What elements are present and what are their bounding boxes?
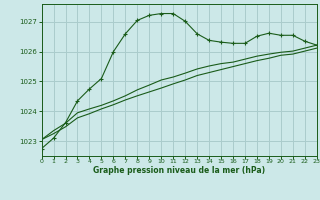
X-axis label: Graphe pression niveau de la mer (hPa): Graphe pression niveau de la mer (hPa): [93, 166, 265, 175]
